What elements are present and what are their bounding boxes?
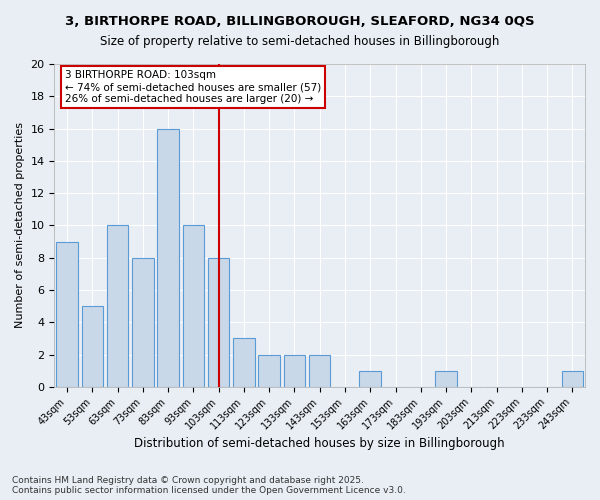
Bar (82, 306, 103, 387)
Bar (309, 354, 331, 387)
Text: Contains HM Land Registry data © Crown copyright and database right 2025.
Contai: Contains HM Land Registry data © Crown c… (12, 476, 406, 495)
Bar (233, 338, 254, 387)
Bar (359, 370, 381, 387)
Bar (435, 370, 457, 387)
Text: Size of property relative to semi-detached houses in Billingborough: Size of property relative to semi-detach… (100, 35, 500, 48)
Bar (182, 226, 204, 387)
Bar (284, 354, 305, 387)
Bar (132, 258, 154, 387)
Text: 3 BIRTHORPE ROAD: 103sqm
← 74% of semi-detached houses are smaller (57)
26% of s: 3 BIRTHORPE ROAD: 103sqm ← 74% of semi-d… (65, 70, 321, 104)
Text: 3, BIRTHORPE ROAD, BILLINGBOROUGH, SLEAFORD, NG34 0QS: 3, BIRTHORPE ROAD, BILLINGBOROUGH, SLEAF… (65, 15, 535, 28)
Bar (208, 258, 229, 387)
Y-axis label: Number of semi-detached properties: Number of semi-detached properties (15, 122, 25, 328)
Bar (259, 354, 280, 387)
X-axis label: Distribution of semi-detached houses by size in Billingborough: Distribution of semi-detached houses by … (134, 437, 505, 450)
Bar (107, 226, 128, 387)
Bar (562, 370, 583, 387)
Bar (157, 128, 179, 387)
Bar (56, 242, 78, 387)
